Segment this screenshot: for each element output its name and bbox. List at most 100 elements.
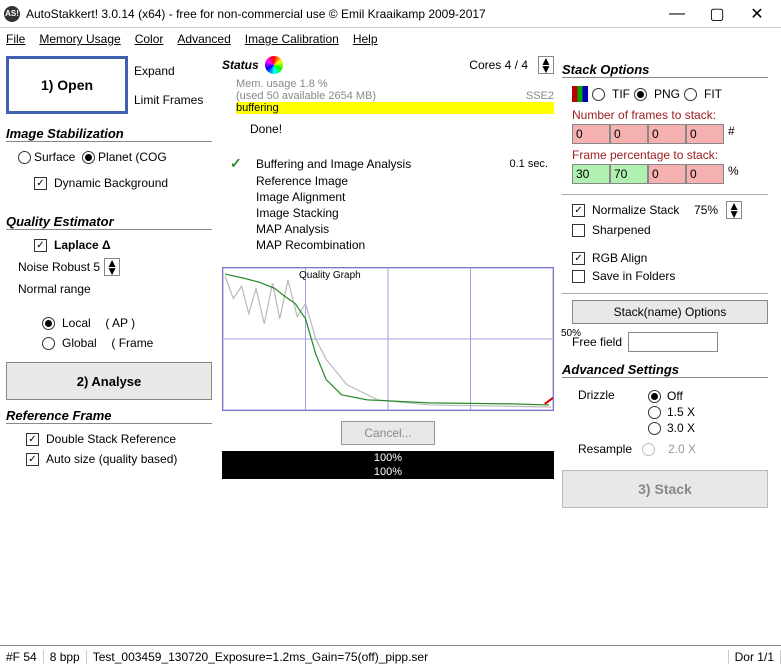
maximize-button[interactable]: ▢ (697, 0, 737, 28)
frame-count-input[interactable] (686, 124, 724, 144)
frame-pct-input[interactable] (610, 164, 648, 184)
stack-button[interactable]: 3) Stack (562, 470, 768, 508)
auto-size-checkbox[interactable]: ✓ (26, 453, 39, 466)
menu-bar: File Memory Usage Color Advanced Image C… (0, 28, 781, 50)
status-bar: #F 54 8 bpp Test_003459_130720_Exposure=… (0, 645, 781, 667)
sharpened-checkbox[interactable] (572, 224, 585, 237)
frame-count-input[interactable] (648, 124, 686, 144)
save-folders-label: Save in Folders (592, 269, 675, 283)
laplace-checkbox[interactable]: ✓ (34, 239, 47, 252)
minimize-button[interactable]: — (657, 0, 697, 28)
menu-help[interactable]: Help (353, 32, 378, 46)
png-radio[interactable] (634, 88, 647, 101)
surface-label: Surface (34, 150, 75, 164)
drizzle-off-label: Off (667, 389, 683, 403)
step-name: Image Alignment (256, 190, 345, 204)
frame-pct-input[interactable] (686, 164, 724, 184)
resample-20-label: 2.0 X (668, 442, 696, 456)
local-label: Local (62, 316, 91, 330)
status-filename: Test_003459_130720_Exposure=1.2ms_Gain=7… (87, 650, 729, 664)
png-label: PNG (654, 87, 680, 101)
reference-frame-title: Reference Frame (6, 408, 212, 424)
nframes-label: Number of frames to stack: (572, 108, 768, 122)
progress-1: 100% (222, 451, 554, 465)
fpct-label: Frame percentage to stack: (572, 148, 768, 162)
sharpened-label: Sharpened (592, 223, 651, 237)
tif-label: TIF (612, 87, 630, 101)
drizzle-off-radio[interactable] (648, 390, 661, 403)
drizzle-15-radio[interactable] (648, 406, 661, 419)
advanced-settings-title: Advanced Settings (562, 362, 768, 378)
menu-image-calibration[interactable]: Image Calibration (245, 32, 339, 46)
global-radio[interactable] (42, 337, 55, 350)
step-time: 0.1 sec. (509, 158, 548, 170)
cancel-button[interactable]: Cancel... (341, 421, 434, 445)
dynamic-background-checkbox[interactable]: ✓ (34, 177, 47, 190)
double-stack-checkbox[interactable]: ✓ (26, 433, 39, 446)
surface-radio[interactable] (18, 151, 31, 164)
menu-file[interactable]: File (6, 32, 25, 46)
stack-options-title: Stack Options (562, 62, 768, 78)
percent-label: % (728, 164, 739, 184)
checkmark-icon: ✓ (230, 155, 248, 172)
fifty-percent-label: 50% (561, 328, 581, 339)
frame-count-input[interactable] (610, 124, 648, 144)
local-sub: ( AP ) (105, 316, 135, 330)
noise-robust-spinner[interactable]: ▲▼ (104, 258, 120, 276)
local-radio[interactable] (42, 317, 55, 330)
drizzle-15-label: 1.5 X (667, 405, 695, 419)
fit-radio[interactable] (684, 88, 697, 101)
rgb-align-checkbox[interactable]: ✓ (572, 252, 585, 265)
step-name: Buffering and Image Analysis (256, 157, 411, 171)
frame-pct-input[interactable] (572, 164, 610, 184)
buffering-label: buffering (236, 102, 554, 114)
laplace-label: Laplace Δ (54, 238, 111, 252)
analyse-button[interactable]: 2) Analyse (6, 362, 212, 400)
menu-advanced[interactable]: Advanced (177, 32, 230, 46)
limit-frames-label[interactable]: Limit Frames (134, 93, 203, 107)
stack-options-panel: Stack Options TIF PNG FIT Number of fram… (558, 50, 772, 644)
normalize-label: Normalize Stack (592, 203, 679, 217)
expand-label[interactable]: Expand (134, 64, 203, 78)
close-button[interactable]: ✕ (737, 0, 777, 28)
auto-size-label: Auto size (quality based) (46, 452, 177, 466)
step-item: Image Stacking (230, 205, 554, 221)
rgb-square-icon (572, 86, 588, 102)
free-field-input[interactable] (628, 332, 718, 352)
global-label: Global (62, 336, 97, 350)
quality-estimator-title: Quality Estimator (6, 214, 212, 230)
rgb-align-label: RGB Align (592, 251, 647, 265)
percentage-inputs: % (572, 164, 768, 184)
open-button[interactable]: 1) Open (6, 56, 128, 114)
hash-label: # (728, 124, 735, 144)
stack-name-options-button[interactable]: Stack(name) Options (572, 300, 768, 324)
menu-color[interactable]: Color (135, 32, 164, 46)
normalize-spinner[interactable]: ▲▼ (726, 201, 742, 219)
menu-memory[interactable]: Memory Usage (39, 32, 120, 46)
quality-graph-title: Quality Graph (299, 270, 361, 281)
drizzle-30-label: 3.0 X (667, 421, 695, 435)
global-sub: ( Frame (111, 336, 153, 350)
done-label: Done! (250, 122, 554, 136)
step-name: Reference Image (256, 174, 348, 188)
quality-graph: Quality Graph 50% (222, 267, 554, 411)
tif-radio[interactable] (592, 88, 605, 101)
cores-spinner[interactable]: ▲▼ (538, 56, 554, 74)
normalize-checkbox[interactable]: ✓ (572, 204, 585, 217)
planet-radio[interactable] (82, 151, 95, 164)
left-panel: 1) Open Expand Limit Frames Image Stabil… (0, 50, 218, 644)
double-stack-label: Double Stack Reference (46, 432, 176, 446)
frame-count-input[interactable] (572, 124, 610, 144)
save-folders-checkbox[interactable] (572, 270, 585, 283)
step-item: Reference Image (230, 173, 554, 189)
frames-inputs: # (572, 124, 768, 144)
frame-pct-input[interactable] (648, 164, 686, 184)
drizzle-label: Drizzle (578, 388, 648, 436)
steps-list: ✓ Buffering and Image Analysis 0.1 sec. Ref… (230, 154, 554, 253)
title-bar: AS! AutoStakkert! 3.0.14 (x64) - free fo… (0, 0, 781, 28)
image-stabilization-title: Image Stabilization (6, 126, 212, 142)
step-item: ✓ Buffering and Image Analysis 0.1 sec. (230, 154, 554, 173)
drizzle-30-radio[interactable] (648, 422, 661, 435)
resample-radio[interactable] (642, 443, 655, 456)
dynamic-background-label: Dynamic Background (54, 176, 168, 190)
